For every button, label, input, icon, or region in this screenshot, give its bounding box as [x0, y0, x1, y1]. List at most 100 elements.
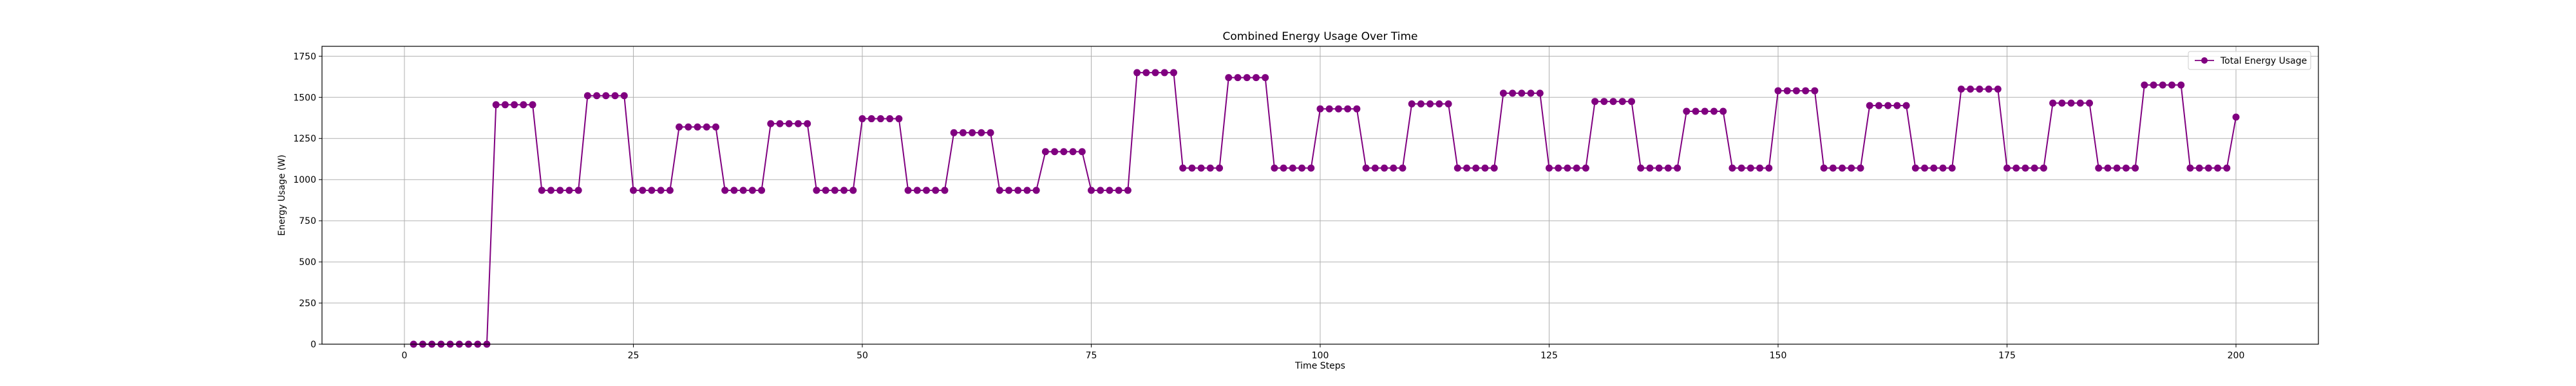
- data-point: [1866, 102, 1873, 109]
- data-point: [1417, 100, 1425, 108]
- data-point: [2141, 81, 2148, 89]
- data-point: [1738, 164, 1745, 172]
- y-tick-label: 250: [299, 299, 316, 309]
- data-point: [1206, 164, 1214, 172]
- x-axis-label: Time Steps: [1294, 361, 1345, 371]
- chart-title: Combined Energy Usage Over Time: [1223, 30, 1418, 43]
- data-point: [1536, 89, 1544, 97]
- data-point: [2223, 164, 2231, 172]
- data-point: [2058, 99, 2066, 107]
- data-point: [611, 92, 619, 100]
- data-point: [703, 123, 710, 131]
- data-point: [2214, 164, 2222, 172]
- data-point: [1627, 98, 1635, 106]
- data-point: [941, 187, 949, 194]
- data-point: [1490, 164, 1498, 172]
- data-point: [1939, 164, 1947, 172]
- data-point: [602, 92, 610, 100]
- data-point: [583, 92, 591, 100]
- data-point: [556, 187, 564, 194]
- data-point: [748, 187, 756, 194]
- data-point: [1262, 74, 1269, 82]
- data-point: [2022, 164, 2029, 172]
- data-point: [1957, 86, 1965, 93]
- data-point: [1481, 164, 1489, 172]
- data-point: [1060, 148, 1068, 156]
- data-point: [1381, 164, 1388, 172]
- data-point: [694, 123, 701, 131]
- data-point: [1014, 187, 1022, 194]
- data-point: [1023, 187, 1031, 194]
- data-point: [2113, 164, 2121, 172]
- legend-box: [2188, 51, 2311, 70]
- data-point: [2177, 81, 2185, 89]
- data-point: [2232, 113, 2240, 121]
- data-point: [1765, 164, 1773, 172]
- data-point: [1802, 87, 1810, 95]
- data-point: [969, 129, 976, 136]
- data-point: [1216, 164, 1224, 172]
- data-point: [785, 120, 793, 127]
- data-point: [511, 101, 518, 109]
- data-point: [1069, 148, 1077, 156]
- data-point: [1756, 164, 1764, 172]
- data-point: [858, 115, 866, 123]
- x-tick-label: 100: [1312, 351, 1329, 361]
- data-point: [1179, 164, 1187, 172]
- data-point: [1097, 187, 1104, 194]
- data-point: [1106, 187, 1113, 194]
- x-tick-label: 125: [1540, 351, 1558, 361]
- data-point: [520, 101, 527, 109]
- data-point: [2012, 164, 2020, 172]
- data-point: [1747, 164, 1754, 172]
- data-point: [1994, 86, 2002, 93]
- data-point: [932, 187, 940, 194]
- data-point: [676, 123, 683, 131]
- data-point: [1280, 164, 1287, 172]
- data-point: [767, 120, 775, 127]
- data-point: [959, 129, 967, 136]
- series-total-energy-usage: [410, 69, 2240, 348]
- data-point: [2168, 81, 2175, 89]
- data-point: [721, 187, 729, 194]
- data-point: [2150, 81, 2157, 89]
- data-point: [2040, 164, 2047, 172]
- data-point: [1848, 164, 1855, 172]
- data-point: [492, 101, 500, 109]
- data-point: [1408, 100, 1416, 108]
- data-point: [1160, 69, 1168, 77]
- data-point: [1911, 164, 1919, 172]
- data-point: [2204, 164, 2212, 172]
- data-point: [1170, 69, 1177, 77]
- series-line: [413, 71, 2237, 345]
- plot-frame: [321, 46, 2319, 345]
- data-point: [913, 187, 921, 194]
- data-point: [593, 92, 601, 100]
- data-point: [1344, 105, 1352, 113]
- data-point: [1463, 164, 1471, 172]
- data-point: [1591, 98, 1599, 106]
- data-point: [1078, 148, 1086, 156]
- data-point: [831, 187, 838, 194]
- data-point: [978, 129, 985, 136]
- data-point: [1115, 187, 1122, 194]
- data-point: [840, 187, 848, 194]
- data-point: [1564, 164, 1571, 172]
- data-point: [1289, 164, 1296, 172]
- data-point: [1683, 107, 1690, 115]
- data-point: [1792, 87, 1800, 95]
- data-point: [2049, 99, 2057, 107]
- x-tick-label: 200: [2228, 351, 2245, 361]
- data-point: [1142, 69, 1150, 77]
- data-point: [1041, 148, 1049, 156]
- data-point: [1609, 98, 1617, 106]
- data-point: [1555, 164, 1562, 172]
- y-tick-label: 500: [299, 257, 316, 268]
- data-point: [2122, 164, 2130, 172]
- data-point: [1371, 164, 1379, 172]
- y-tick-label: 1750: [293, 51, 316, 62]
- data-point: [813, 187, 820, 194]
- data-point: [1811, 87, 1819, 95]
- data-point: [1426, 100, 1434, 108]
- data-point: [876, 115, 884, 123]
